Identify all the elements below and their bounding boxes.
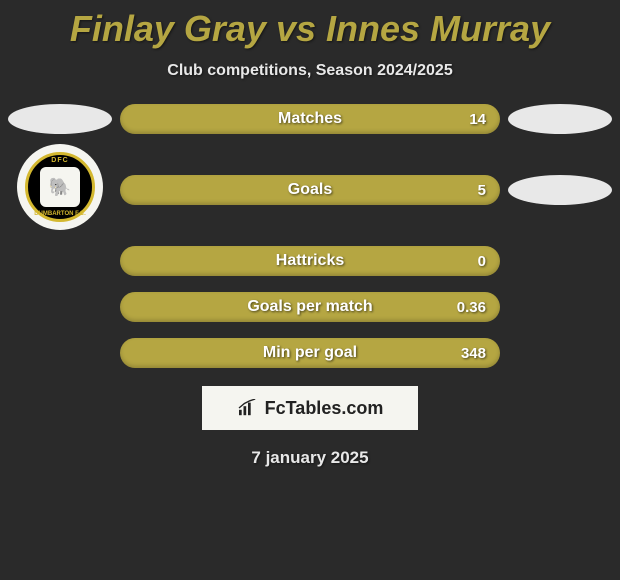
stat-value: 5 [478, 182, 486, 199]
stat-label: Goals [288, 181, 332, 199]
stat-value: 14 [469, 111, 486, 128]
brand-text: FcTables.com [265, 398, 384, 419]
brand-box[interactable]: FcTables.com [202, 386, 418, 430]
right-player-slot-1 [500, 175, 620, 205]
player-oval-right-1 [508, 175, 612, 205]
stat-bar: Min per goal 348 [120, 338, 500, 368]
stat-row-goals-per-match: Goals per match 0.36 [0, 292, 620, 322]
stat-label: Hattricks [276, 252, 344, 270]
stat-row-min-per-goal: Min per goal 348 [0, 338, 620, 368]
badge-elephant-icon: 🐘 [40, 167, 80, 207]
player-oval-right-0 [508, 104, 612, 134]
stat-value: 0.36 [457, 299, 486, 316]
club-badge: DFC 🐘 DUMBARTON F.C. [17, 144, 103, 230]
stat-row-matches: Matches 14 [0, 104, 620, 134]
left-player-slot-1: DFC 🐘 DUMBARTON F.C. [0, 150, 120, 230]
stat-value: 348 [461, 345, 486, 362]
stat-row-goals: DFC 🐘 DUMBARTON F.C. Goals 5 [0, 150, 620, 230]
player-oval-left-0 [8, 104, 112, 134]
stat-row-hattricks: Hattricks 0 [0, 246, 620, 276]
stat-label: Goals per match [247, 298, 372, 316]
date-label: 7 january 2025 [0, 448, 620, 468]
stat-label: Min per goal [263, 344, 357, 362]
left-player-slot-0 [0, 104, 120, 134]
stat-bar: Matches 14 [120, 104, 500, 134]
page-title: Finlay Gray vs Innes Murray [0, 0, 620, 50]
stat-value: 0 [478, 253, 486, 270]
right-player-slot-0 [500, 104, 620, 134]
chart-icon [237, 399, 259, 417]
stat-label: Matches [278, 110, 342, 128]
stat-bar: Goals per match 0.36 [120, 292, 500, 322]
comparison-content: Matches 14 DFC 🐘 DUMBARTON F.C. Goals 5 [0, 104, 620, 368]
badge-text-top: DFC [28, 157, 92, 164]
badge-text-bottom: DUMBARTON F.C. [28, 211, 92, 217]
stat-bar: Goals 5 [120, 175, 500, 205]
stat-bar: Hattricks 0 [120, 246, 500, 276]
subtitle: Club competitions, Season 2024/2025 [0, 62, 620, 80]
